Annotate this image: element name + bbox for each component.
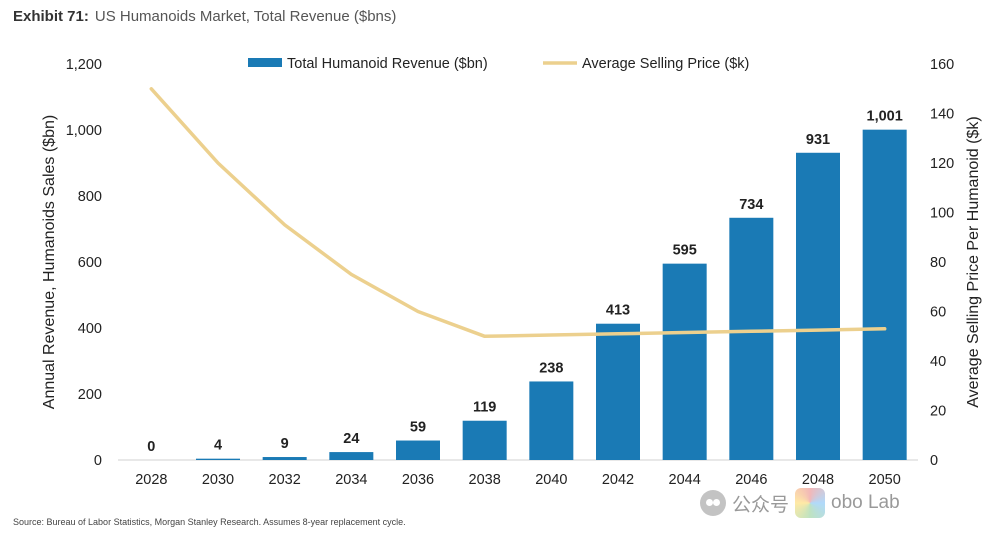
x-tick-label-2030: 2030 [202, 472, 234, 488]
asp-line [149, 87, 887, 339]
x-tick-label-2044: 2044 [669, 472, 701, 488]
revenue-bar-2046 [729, 217, 774, 460]
y-axis-left-label: Annual Revenue, Humanoids Sales ($bn) [41, 115, 58, 409]
legend-label-asp: Average Selling Price ($k) [582, 56, 749, 72]
x-tick-label-2034: 2034 [335, 472, 367, 488]
revenue-bar-2032 [262, 457, 307, 460]
revenue-data-label-2036: 59 [410, 420, 426, 436]
revenue-bar-2048 [796, 152, 840, 460]
y-left-tick-label: 800 [78, 189, 102, 205]
legend: Total Humanoid Revenue ($bn) Average Sel… [248, 56, 749, 72]
x-tick-label-2036: 2036 [402, 472, 434, 488]
legend-swatch-revenue [248, 58, 282, 67]
watermark-right-text: obo Lab [831, 492, 900, 513]
revenue-bar-2034 [329, 452, 374, 460]
revenue-bar-2044 [662, 263, 707, 460]
revenue-data-label-2050: 1,001 [867, 109, 903, 125]
revenue-data-label-2032: 9 [281, 436, 289, 452]
revenue-bar-2036 [396, 440, 440, 460]
x-tick-label-2050: 2050 [869, 472, 901, 488]
x-tick-label-2028: 2028 [135, 472, 167, 488]
legend-label-revenue: Total Humanoid Revenue ($bn) [287, 56, 488, 72]
revenue-data-label-2044: 595 [673, 243, 697, 259]
y-left-tick-label: 1,200 [66, 57, 102, 73]
y-left-tick-label: 400 [78, 321, 102, 337]
y-right-tick-label: 20 [930, 404, 946, 420]
watermark-logo-icon [795, 488, 826, 518]
revenue-data-label-2038: 119 [473, 400, 496, 416]
x-tick-label-2032: 2032 [269, 472, 301, 488]
revenue-data-label-2040: 238 [539, 360, 563, 376]
y-left-tick-label: 0 [94, 453, 102, 469]
revenue-bar-2040 [529, 381, 574, 460]
watermark: 公众号 obo Lab [700, 488, 900, 518]
y-right-tick-label: 100 [930, 206, 954, 222]
watermark-left-text: 公众号 [732, 494, 790, 516]
exhibit-number: Exhibit 71: [13, 8, 89, 25]
revenue-bar-2050 [862, 129, 907, 461]
revenue-data-label-2034: 24 [343, 431, 359, 447]
exhibit-title: US Humanoids Market, Total Revenue ($bns… [94, 8, 397, 25]
y-right-tick-label: 80 [930, 255, 946, 271]
revenue-data-label-2046: 734 [739, 197, 763, 213]
y-axis-right-label: Average Selling Price Per Humanoid ($k) [965, 116, 982, 407]
x-tick-label-2040: 2040 [535, 472, 567, 488]
revenue-data-label-2030: 4 [214, 438, 222, 454]
revenue-bar-2042 [596, 323, 640, 460]
revenue-bar-2038 [462, 420, 507, 460]
revenue-data-label-2048: 931 [806, 132, 830, 148]
y-right-tick-label: 120 [930, 156, 954, 172]
x-tick-label-2046: 2046 [735, 472, 767, 488]
y-right-tick-label: 140 [930, 107, 954, 123]
source-note: Source: Bureau of Labor Statistics, Morg… [13, 517, 406, 527]
chart-title: Exhibit 71: US Humanoids Market, Total Re… [13, 8, 396, 25]
y-left-tick-label: 200 [78, 387, 102, 403]
y-left-tick-label: 600 [78, 255, 102, 271]
x-tick-label-2038: 2038 [469, 472, 501, 488]
x-tick-label-2048: 2048 [802, 472, 834, 488]
x-tick-label-2042: 2042 [602, 472, 634, 488]
y-right-tick-label: 0 [930, 453, 938, 469]
y-right-tick-label: 160 [930, 57, 954, 73]
y-right-tick-label: 60 [930, 305, 946, 321]
revenue-data-label-2042: 413 [606, 303, 630, 319]
wechat-icon [700, 490, 726, 516]
revenue-data-label-2028: 0 [147, 439, 155, 455]
y-right-tick-label: 40 [930, 354, 946, 370]
revenue-bar-2030 [196, 458, 240, 460]
y-left-tick-label: 1,000 [66, 123, 102, 139]
